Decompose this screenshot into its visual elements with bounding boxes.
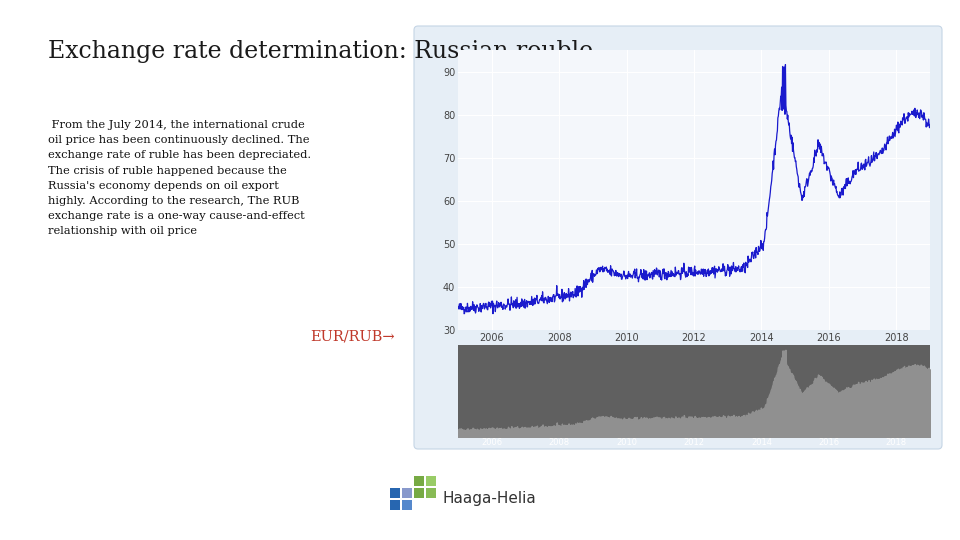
Text: Exchange rate determination: Russian rouble: Exchange rate determination: Russian rou… [48,40,593,63]
Text: EUR/RUB→: EUR/RUB→ [310,330,395,344]
Bar [426,476,436,486]
Text: Haaga-Helia: Haaga-Helia [442,491,536,507]
Text: From the July 2014, the international crude
oil price has been continuously decl: From the July 2014, the international cr… [48,120,311,237]
Bar [414,488,424,498]
Bar [402,500,412,510]
Bar [390,488,400,498]
FancyBboxPatch shape [414,26,942,449]
Bar [414,476,424,486]
Bar [402,488,412,498]
Bar [390,500,400,510]
Bar [426,488,436,498]
